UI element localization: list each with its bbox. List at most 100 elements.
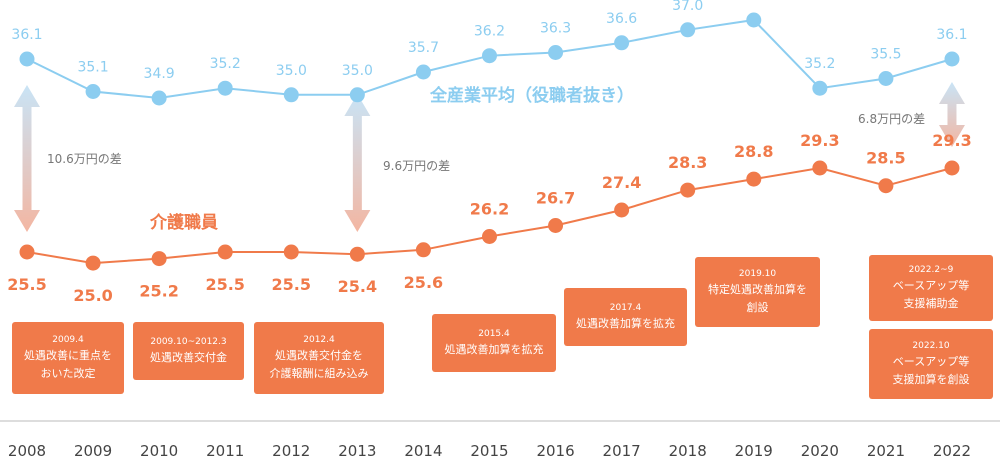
data-point-care-workers-2014	[415, 242, 431, 258]
data-point-care-workers-2016	[548, 218, 564, 233]
gap-label-2008: 10.6万円の差	[47, 152, 122, 166]
data-point-care-workers-2008	[19, 244, 35, 260]
data-point-care-workers-2011	[217, 244, 233, 260]
gap-arrow-2013	[344, 94, 371, 232]
series-name-all-industry: 全産業平均（役職者抜き）	[429, 85, 634, 106]
data-label-all-industry-2017: 36.6	[606, 11, 637, 27]
policy-box-date: 2015.4	[478, 329, 510, 339]
policy-box-8: 2022.10 ベースアップ等 支援加算を創設	[869, 329, 993, 399]
data-label-all-industry-2013: 35.0	[342, 63, 373, 79]
data-point-all-industry-2015	[481, 48, 497, 64]
policy-box-date: 2009.4	[52, 335, 84, 345]
x-tick-label-2011: 2011	[206, 442, 244, 457]
data-point-care-workers-2010	[151, 251, 167, 267]
data-point-care-workers-2020	[812, 160, 828, 176]
policy-box-text: 処遇改善交付金を 介護報酬に組み込み	[269, 349, 369, 380]
x-tick-label-2010: 2010	[140, 442, 178, 457]
x-tick-label-2015: 2015	[470, 442, 508, 457]
data-point-all-industry-2020	[812, 80, 828, 96]
data-point-all-industry-2022	[944, 51, 960, 67]
policy-box-4: 2015.4 処遇改善加算を拡充	[432, 314, 556, 372]
policy-box-date: 2017.4	[609, 303, 642, 313]
x-tick-label-2009: 2009	[74, 442, 112, 457]
data-label-care-workers-2011: 25.5	[205, 275, 244, 294]
policy-box-text: ベースアップ等 支援加算を創設	[892, 355, 970, 386]
data-point-all-industry-2018	[680, 22, 696, 38]
policy-box-text: 特定処遇改善加算を 創設	[708, 283, 807, 314]
data-point-care-workers-2022	[944, 160, 960, 176]
data-label-all-industry-2012: 35.0	[276, 63, 307, 79]
x-tick-label-2013: 2013	[338, 442, 376, 457]
data-point-care-workers-2015	[481, 229, 497, 244]
data-point-all-industry-2014	[415, 64, 431, 80]
data-label-care-workers-2021: 28.5	[866, 149, 905, 168]
gap-label-2013: 9.6万円の差	[383, 159, 450, 173]
policy-box-date: 2019.10	[738, 269, 777, 279]
policy-box-date: 2022.2~9	[908, 265, 954, 275]
data-point-all-industry-2012	[283, 87, 299, 103]
data-label-care-workers-2014: 25.6	[404, 273, 443, 292]
x-tick-label-2014: 2014	[404, 442, 442, 457]
data-label-all-industry-2014: 35.7	[408, 40, 439, 56]
policy-box-5: 2017.4 処遇改善加算を拡充	[564, 288, 687, 346]
data-label-care-workers-2017: 27.4	[602, 173, 641, 192]
data-label-all-industry-2020: 35.2	[804, 56, 835, 72]
data-label-care-workers-2008: 25.5	[7, 275, 46, 294]
data-point-all-industry-2016	[548, 45, 564, 60]
data-point-all-industry-2009	[85, 84, 101, 99]
policy-box-text: 処遇改善加算を拡充	[576, 317, 675, 330]
data-point-care-workers-2012	[283, 244, 299, 260]
data-point-care-workers-2019	[746, 171, 762, 187]
data-point-care-workers-2018	[680, 182, 696, 198]
data-label-care-workers-2012: 25.5	[272, 275, 311, 294]
data-point-all-industry-2019	[746, 12, 762, 28]
data-label-care-workers-2019: 28.8	[734, 142, 773, 161]
data-label-all-industry-2015: 36.2	[474, 24, 505, 40]
x-tick-label-2012: 2012	[272, 442, 310, 457]
data-label-care-workers-2020: 29.3	[800, 131, 839, 150]
x-tick-label-2022: 2022	[933, 442, 971, 457]
gap-arrow-2008	[14, 85, 40, 232]
series-name-care-workers: 介護職員	[149, 212, 218, 233]
data-label-care-workers-2015: 26.2	[470, 200, 509, 219]
policy-box-1: 2009.4 処遇改善に重点を おいた改定	[12, 322, 124, 394]
data-point-all-industry-2011	[217, 80, 233, 96]
x-tick-label-2018: 2018	[669, 442, 707, 457]
policy-box-date: 2009.10~2012.3	[150, 337, 227, 347]
data-point-care-workers-2013	[349, 246, 365, 262]
data-point-all-industry-2008	[19, 51, 35, 67]
data-label-care-workers-2016: 26.7	[536, 189, 575, 208]
data-point-all-industry-2021	[878, 71, 894, 86]
data-label-all-industry-2011: 35.2	[210, 56, 241, 72]
data-label-care-workers-2018: 28.3	[668, 153, 707, 172]
policy-box-date: 2022.10	[912, 341, 950, 351]
data-label-all-industry-2009: 35.1	[77, 60, 108, 76]
policy-box-text: 処遇改善交付金	[150, 351, 227, 364]
policy-box-2: 2009.10~2012.3 処遇改善交付金	[133, 322, 244, 380]
data-point-all-industry-2017	[614, 35, 630, 51]
gap-label-2022: 6.8万円の差	[858, 112, 925, 126]
x-tick-label-2019: 2019	[735, 442, 773, 457]
x-tick-label-2008: 2008	[8, 442, 46, 457]
data-label-all-industry-2022: 36.1	[936, 27, 967, 43]
x-tick-label-2021: 2021	[867, 442, 905, 457]
policy-box-7: 2022.2~9 ベースアップ等 支援補助金	[869, 255, 993, 321]
data-point-care-workers-2021	[878, 178, 894, 194]
data-point-all-industry-2010	[151, 90, 167, 106]
data-point-all-industry-2013	[349, 87, 365, 103]
policy-box-text: 処遇改善加算を拡充	[444, 343, 544, 356]
policy-box-date: 2012.4	[303, 335, 335, 345]
data-label-all-industry-2018: 37.0	[672, 0, 703, 14]
data-label-care-workers-2009: 25.0	[73, 286, 112, 305]
data-label-all-industry-2016: 36.3	[540, 21, 571, 37]
data-point-care-workers-2017	[614, 202, 630, 218]
data-point-care-workers-2009	[85, 255, 101, 271]
policy-box-3: 2012.4 処遇改善交付金を 介護報酬に組み込み	[254, 322, 384, 394]
data-label-all-industry-2008: 36.1	[11, 27, 42, 43]
gap-arrow-2022	[938, 82, 965, 147]
policy-box-6: 2019.10 特定処遇改善加算を 創設	[695, 257, 820, 327]
data-label-all-industry-2021: 35.5	[870, 47, 901, 63]
data-label-care-workers-2010: 25.2	[139, 282, 178, 301]
policy-box-text: ベースアップ等 支援補助金	[892, 279, 970, 310]
